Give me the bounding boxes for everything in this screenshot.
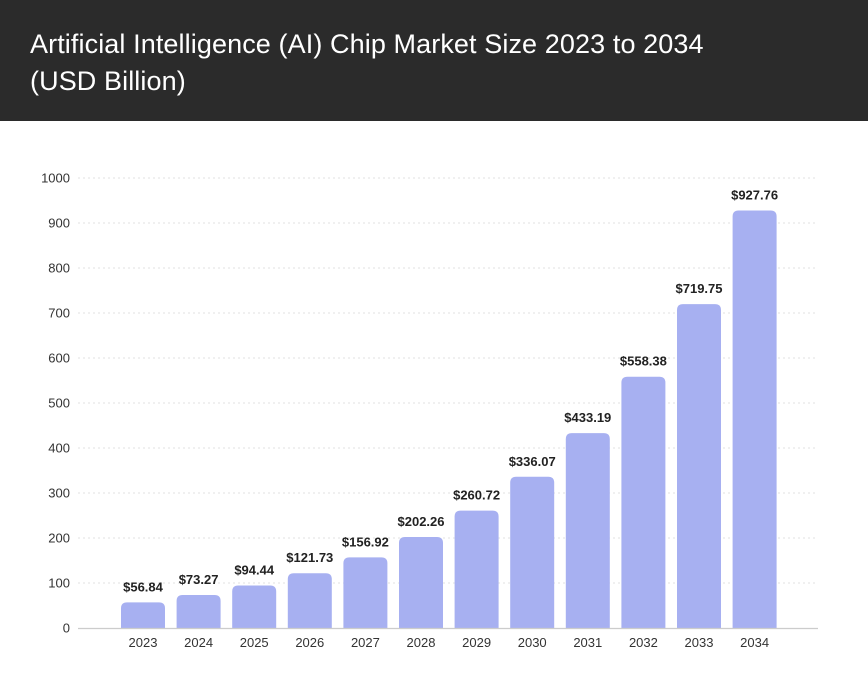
bars: [121, 210, 777, 628]
chart-title: Artificial Intelligence (AI) Chip Market…: [30, 26, 830, 100]
data-label-2034: $927.76: [731, 188, 778, 203]
x-tick-label: 2027: [351, 635, 380, 650]
y-tick-label: 300: [48, 486, 70, 501]
data-label-2027: $156.92: [342, 534, 389, 549]
bar-2023: [121, 602, 165, 628]
data-label-2032: $558.38: [620, 354, 667, 369]
x-tick-label: 2026: [295, 635, 324, 650]
data-label-2033: $719.75: [676, 281, 723, 296]
chart-title-line-2: (USD Billion): [30, 66, 186, 96]
bar-2024: [176, 595, 221, 628]
bar-2025: [232, 585, 277, 628]
x-tick-label: 2030: [518, 635, 547, 650]
data-label-2025: $94.44: [234, 563, 275, 578]
x-tick-label: 2028: [407, 635, 436, 650]
bar-2033: [677, 304, 721, 628]
y-tick-label: 1000: [41, 171, 70, 186]
bar-2028: [399, 536, 443, 628]
data-labels: $56.84 $73.27 $94.44 $121.73 $156.92 $202.26 $…: [123, 188, 778, 595]
bar-2029: [454, 510, 499, 628]
bar-2026: [287, 573, 332, 628]
x-axis: 2023 2024 2025 2026 2027 2028 2029 2030 2031 2032…: [78, 627, 818, 650]
x-tick-label: 2032: [629, 635, 658, 650]
y-tick-label: 400: [48, 441, 70, 456]
data-label-2024: $73.27: [179, 572, 219, 587]
bar-2027: [343, 557, 388, 628]
bar-2031: [565, 433, 610, 628]
data-label-2026: $121.73: [286, 550, 333, 565]
x-tick-label: 2031: [573, 635, 602, 650]
data-label-2031: $433.19: [564, 410, 611, 425]
y-tick-label: 200: [48, 531, 70, 546]
chart-title-line-1: Artificial Intelligence (AI) Chip Market…: [30, 29, 704, 59]
data-label-2028: $202.26: [398, 514, 445, 529]
y-tick-label: 100: [48, 576, 70, 591]
x-tick-label: 2025: [240, 635, 269, 650]
data-label-2030: $336.07: [509, 454, 556, 469]
y-axis: 0 100 200 300 400 500 600 700 800 900 1000: [41, 171, 70, 636]
y-tick-label: 0: [63, 621, 70, 636]
x-tick-label: 2029: [462, 635, 491, 650]
bar-2034: [732, 210, 777, 628]
data-label-2029: $260.72: [453, 488, 500, 503]
x-tick-label: 2033: [685, 635, 714, 650]
y-tick-label: 700: [48, 306, 70, 321]
y-tick-label: 900: [48, 216, 70, 231]
bar-2032: [621, 376, 666, 628]
x-tick-label: 2024: [184, 635, 213, 650]
data-label-2023: $56.84: [123, 579, 164, 594]
header-bar: Artificial Intelligence (AI) Chip Market…: [0, 0, 868, 121]
y-tick-label: 500: [48, 396, 70, 411]
y-tick-label: 600: [48, 351, 70, 366]
y-tick-label: 800: [48, 261, 70, 276]
bar-2030: [510, 476, 555, 628]
x-tick-label: 2023: [129, 635, 158, 650]
x-tick-label: 2034: [740, 635, 769, 650]
